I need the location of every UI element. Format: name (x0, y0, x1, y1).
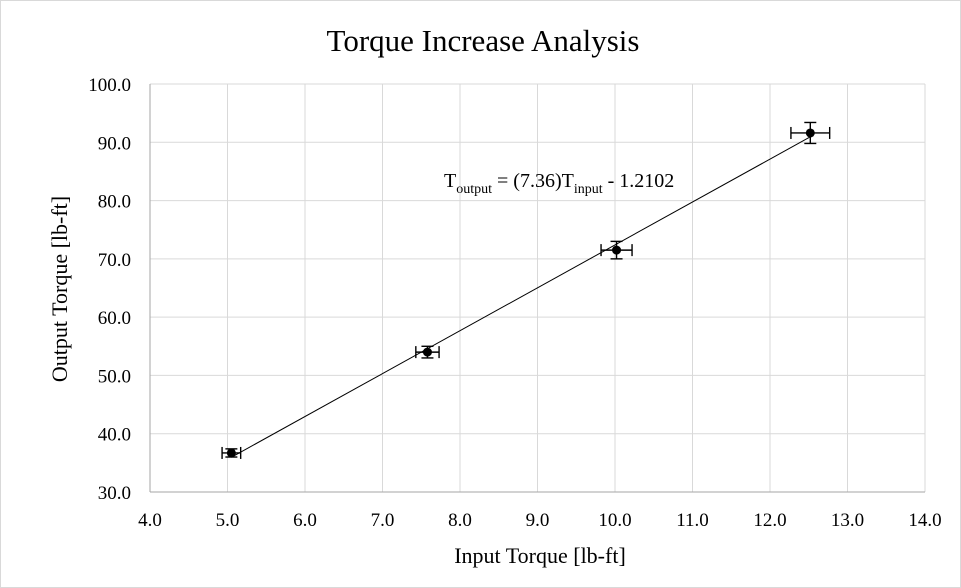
x-axis-label: Input Torque [lb-ft] (454, 543, 626, 568)
y-axis-label: Output Torque [lb-ft] (47, 196, 72, 382)
x-tick-label: 11.0 (676, 510, 709, 531)
data-point-group (600, 240, 633, 260)
eq-sub-input: input (574, 182, 603, 197)
eq-tail: - 1.2102 (603, 170, 675, 192)
x-tick-label: 5.0 (216, 510, 240, 531)
x-tick-label: 4.0 (138, 510, 162, 531)
x-tick-labels: 4.0 5.0 6.0 7.0 8.0 9.0 10.0 11.0 12.0 13.0 14.0 (138, 510, 942, 531)
eq-mid: = (7.36)T (492, 170, 574, 192)
chart-title: Torque Increase Analysis (327, 23, 640, 58)
eq-sub-output: output (456, 182, 492, 197)
data-point (226, 448, 236, 458)
x-tick-label: 8.0 (448, 510, 472, 531)
y-tick-label: 30.0 (98, 483, 131, 504)
y-tick-label: 90.0 (98, 133, 131, 154)
data-point-group (415, 345, 440, 359)
y-tick-label: 60.0 (98, 308, 131, 329)
y-tick-label: 50.0 (98, 366, 131, 387)
axes (149, 84, 925, 493)
data-points (221, 121, 831, 459)
y-tick-label: 80.0 (98, 192, 131, 213)
x-tick-label: 10.0 (598, 510, 631, 531)
data-point-group (790, 121, 831, 145)
x-tick-label: 9.0 (526, 510, 550, 531)
data-point-group (221, 446, 242, 459)
data-point (805, 128, 815, 138)
y-tick-label: 40.0 (98, 425, 131, 446)
gridlines (150, 83, 926, 492)
data-point (422, 347, 432, 357)
trendline (231, 136, 811, 458)
x-tick-label: 6.0 (293, 510, 317, 531)
x-tick-label: 14.0 (908, 510, 941, 531)
trendline-equation: Toutput = (7.36)Tinput - 1.2102 (444, 170, 674, 197)
y-tick-label: 70.0 (98, 250, 131, 271)
y-tick-label: 100.0 (88, 75, 131, 96)
eq-t1: T (444, 170, 456, 192)
x-tick-label: 12.0 (753, 510, 786, 531)
trendline-group (231, 136, 811, 458)
x-tick-label: 7.0 (371, 510, 395, 531)
x-tick-label: 13.0 (831, 510, 864, 531)
data-point (612, 245, 622, 255)
y-tick-labels: 30.0 40.0 50.0 60.0 70.0 80.0 90.0 100.0 (88, 75, 131, 504)
